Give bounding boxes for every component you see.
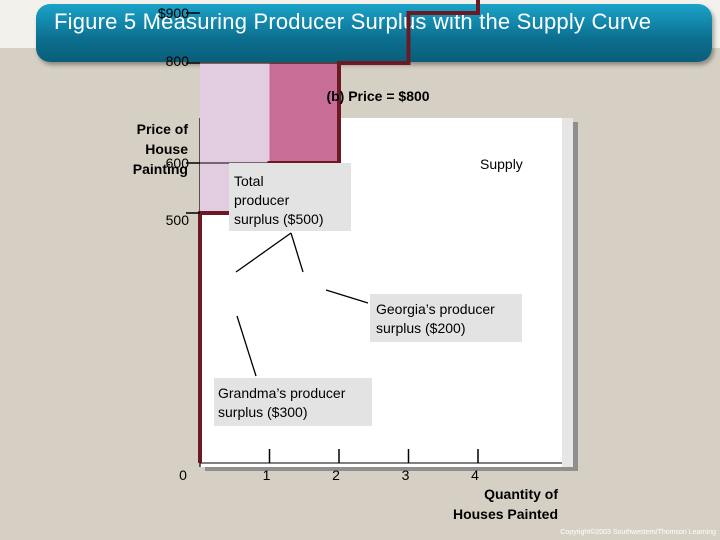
callout-total-line-2: producer <box>234 192 290 208</box>
callout-georgia-box <box>370 294 522 342</box>
callout-georgia-line-1: Georgia’s producer <box>376 301 495 317</box>
y-tick-label-900: $900 <box>158 5 189 21</box>
x-axis-label-line-1: Quantity of <box>484 486 558 502</box>
georgia-surplus-area <box>269 63 339 163</box>
callout-grandma-line-1: Grandma’s producer <box>218 385 346 401</box>
y-tick-label-500: 500 <box>166 212 190 228</box>
title-bar <box>36 4 712 62</box>
callout-total-line-3: surplus ($500) <box>234 211 324 227</box>
y-tick-label-800: 800 <box>166 53 190 69</box>
supply-label: Supply <box>480 156 523 172</box>
total-to-georgia-leader <box>290 232 304 273</box>
callout-total-line-1: Total <box>234 173 264 189</box>
copyright-footer: Copyright©2003 Southwestern/Thomson Lear… <box>560 529 716 536</box>
x-tick-label-3: 3 <box>402 467 410 483</box>
total-to-grandma-leader <box>235 232 292 273</box>
callout-total-box <box>229 163 351 231</box>
slide-title: Figure 5 Measuring Producer Surplus with… <box>54 9 652 34</box>
origin-label: 0 <box>179 467 187 483</box>
x-tick-label-4: 4 <box>471 467 479 483</box>
y-tick-label-600: 600 <box>166 155 190 171</box>
y-axis-label-line-1: Price of <box>137 121 189 137</box>
x-axis-label-line-2: Houses Painted <box>453 506 558 522</box>
plot-inner-edge <box>562 118 573 467</box>
callout-georgia-line-2: surplus ($200) <box>376 320 466 336</box>
grandma-leader <box>236 315 257 377</box>
y-axis-label-line-2: House <box>145 141 188 157</box>
callout-grandma-line-2: surplus ($300) <box>218 404 308 420</box>
callout-grandma-box <box>214 378 372 426</box>
georgia-leader <box>325 289 369 304</box>
y-axis-label-line-3: Painting <box>133 161 188 177</box>
x-tick-label-2: 2 <box>332 467 340 483</box>
x-tick-label-1: 1 <box>263 467 271 483</box>
panel-title: (b) Price = $800 <box>326 88 429 104</box>
